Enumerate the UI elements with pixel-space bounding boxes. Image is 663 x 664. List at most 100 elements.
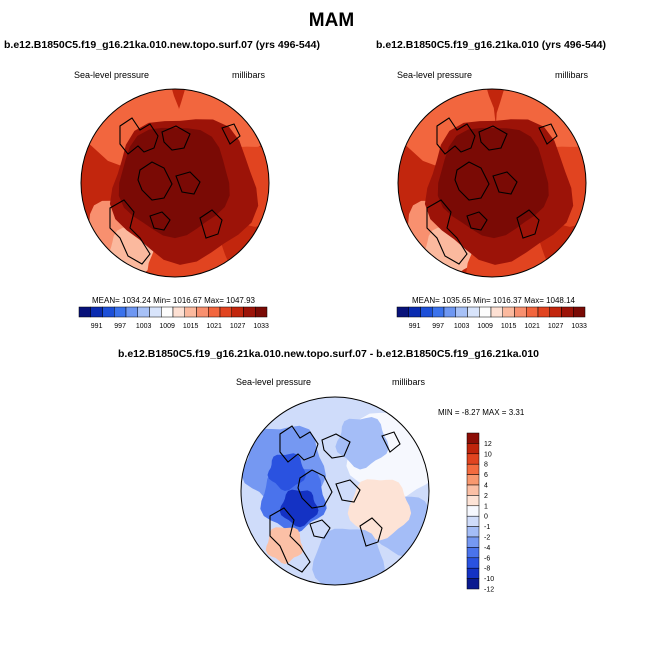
coastline [426, 199, 468, 265]
colorbar-segment [114, 306, 127, 318]
colorbar-tick-label: -12 [484, 587, 494, 594]
contour-region [437, 127, 549, 239]
colorbar-segment [125, 306, 138, 318]
coastline [137, 161, 173, 201]
colorbar-tick-label: 10 [484, 451, 492, 458]
colorbar-tick-label: 991 [409, 323, 421, 330]
panel1-colorbar: 991 997 1003 1009 1015 1021 1027 1033 [78, 306, 269, 330]
colorbar-tick-label: -4 [484, 545, 490, 552]
colorbar-segment [255, 306, 268, 318]
coastline [381, 431, 401, 453]
colorbar-tick-label: 4 [484, 483, 488, 490]
colorbar-tick-label: 1 [484, 503, 488, 510]
colorbar-tick-label: 8 [484, 462, 488, 469]
colorbar-segment [466, 567, 480, 579]
coastline [538, 123, 558, 145]
colorbar-segment [443, 306, 456, 318]
map-field [81, 89, 269, 277]
panel1-map [80, 88, 270, 278]
colorbar-segment [467, 306, 480, 318]
colorbar-segment [466, 453, 480, 465]
coastline [492, 171, 518, 195]
colorbar-segment [172, 306, 185, 318]
contour-region [118, 127, 230, 239]
colorbar-tick-label: 1003 [454, 323, 470, 330]
coastline [309, 519, 331, 539]
contour-region [312, 528, 385, 585]
panel2-map [397, 88, 587, 278]
colorbar-tick-label: 0 [484, 514, 488, 521]
panel1-title: b.e12.B1850C5.f19_g16.21ka.010.new.topo.… [4, 39, 320, 51]
map-border [397, 88, 587, 278]
panel3-units-label: millibars [392, 377, 426, 387]
colorbar-segment [243, 306, 256, 318]
colorbar-tick-label: 1027 [230, 323, 246, 330]
map-field [398, 89, 586, 277]
panel1-units-label: millibars [232, 70, 266, 80]
colorbar-tick-label: 2 [484, 493, 488, 500]
panel3-title: b.e12.B1850C5.f19_g16.21ka.010.new.topo.… [118, 348, 540, 360]
colorbar-segment [537, 306, 550, 318]
coastline [335, 479, 361, 503]
coastline [175, 171, 201, 195]
colorbar-tick-label: 6 [484, 472, 488, 479]
colorbar-segment [466, 547, 480, 559]
contour-region [267, 453, 306, 491]
colorbar-segment [466, 484, 480, 496]
map-field [241, 397, 429, 585]
map-border [80, 88, 270, 278]
colorbar-segment [526, 306, 539, 318]
colorbar-segment [466, 557, 480, 569]
contour-region [265, 527, 304, 565]
colorbar-segment [137, 306, 150, 318]
coastline [297, 469, 333, 509]
coastline [359, 517, 383, 547]
colorbar-segment [466, 463, 480, 475]
colorbar-tick-label: 1003 [136, 323, 152, 330]
coastline [109, 199, 151, 265]
colorbar-tick-label: -6 [484, 555, 490, 562]
colorbar-tick-label: 1033 [571, 323, 587, 330]
colorbar-segment [420, 306, 433, 318]
panel3-left-label: Sea-level pressure [236, 377, 312, 387]
coastline [199, 209, 223, 239]
panel1-left-label: Sea-level pressure [74, 70, 150, 80]
colorbar-segment [502, 306, 515, 318]
colorbar-tick-label: -2 [484, 535, 490, 542]
colorbar-segment [78, 306, 91, 318]
colorbar-tick-label: 1009 [159, 323, 175, 330]
colorbar-segment [466, 526, 480, 538]
colorbar-segment [479, 306, 492, 318]
coastline [466, 211, 488, 231]
colorbar-segment [219, 306, 232, 318]
coastline [269, 507, 311, 573]
colorbar-segment [466, 536, 480, 548]
colorbar-segment [466, 443, 480, 455]
map-border [240, 396, 430, 586]
colorbar-segment [549, 306, 562, 318]
panel3-stats: MIN = -8.27 MAX = 3.31 [438, 408, 525, 417]
coastline [454, 161, 490, 201]
contour-region [347, 479, 412, 541]
coastline [478, 125, 508, 151]
colorbar-tick-label: 1015 [501, 323, 517, 330]
panel2-title: b.e12.B1850C5.f19_g16.21ka.010 (yrs 496-… [376, 39, 606, 51]
coastline [161, 125, 191, 151]
colorbar-segment [408, 306, 421, 318]
colorbar-segment [396, 306, 409, 318]
colorbar-segment [208, 306, 221, 318]
colorbar-segment [490, 306, 503, 318]
panel3-map [240, 396, 430, 586]
colorbar-tick-label: 991 [91, 323, 103, 330]
colorbar-tick-label: 1021 [206, 323, 222, 330]
colorbar-segment [466, 505, 480, 517]
colorbar-tick-label: 1009 [477, 323, 493, 330]
panel2-colorbar: 991 997 1003 1009 1015 1021 1027 1033 [396, 306, 587, 330]
coastline [221, 123, 241, 145]
colorbar-tick-label: 1033 [253, 323, 269, 330]
colorbar-segment [466, 474, 480, 486]
colorbar-segment [466, 495, 480, 507]
colorbar-segment [432, 306, 445, 318]
colorbar-segment [573, 306, 586, 318]
